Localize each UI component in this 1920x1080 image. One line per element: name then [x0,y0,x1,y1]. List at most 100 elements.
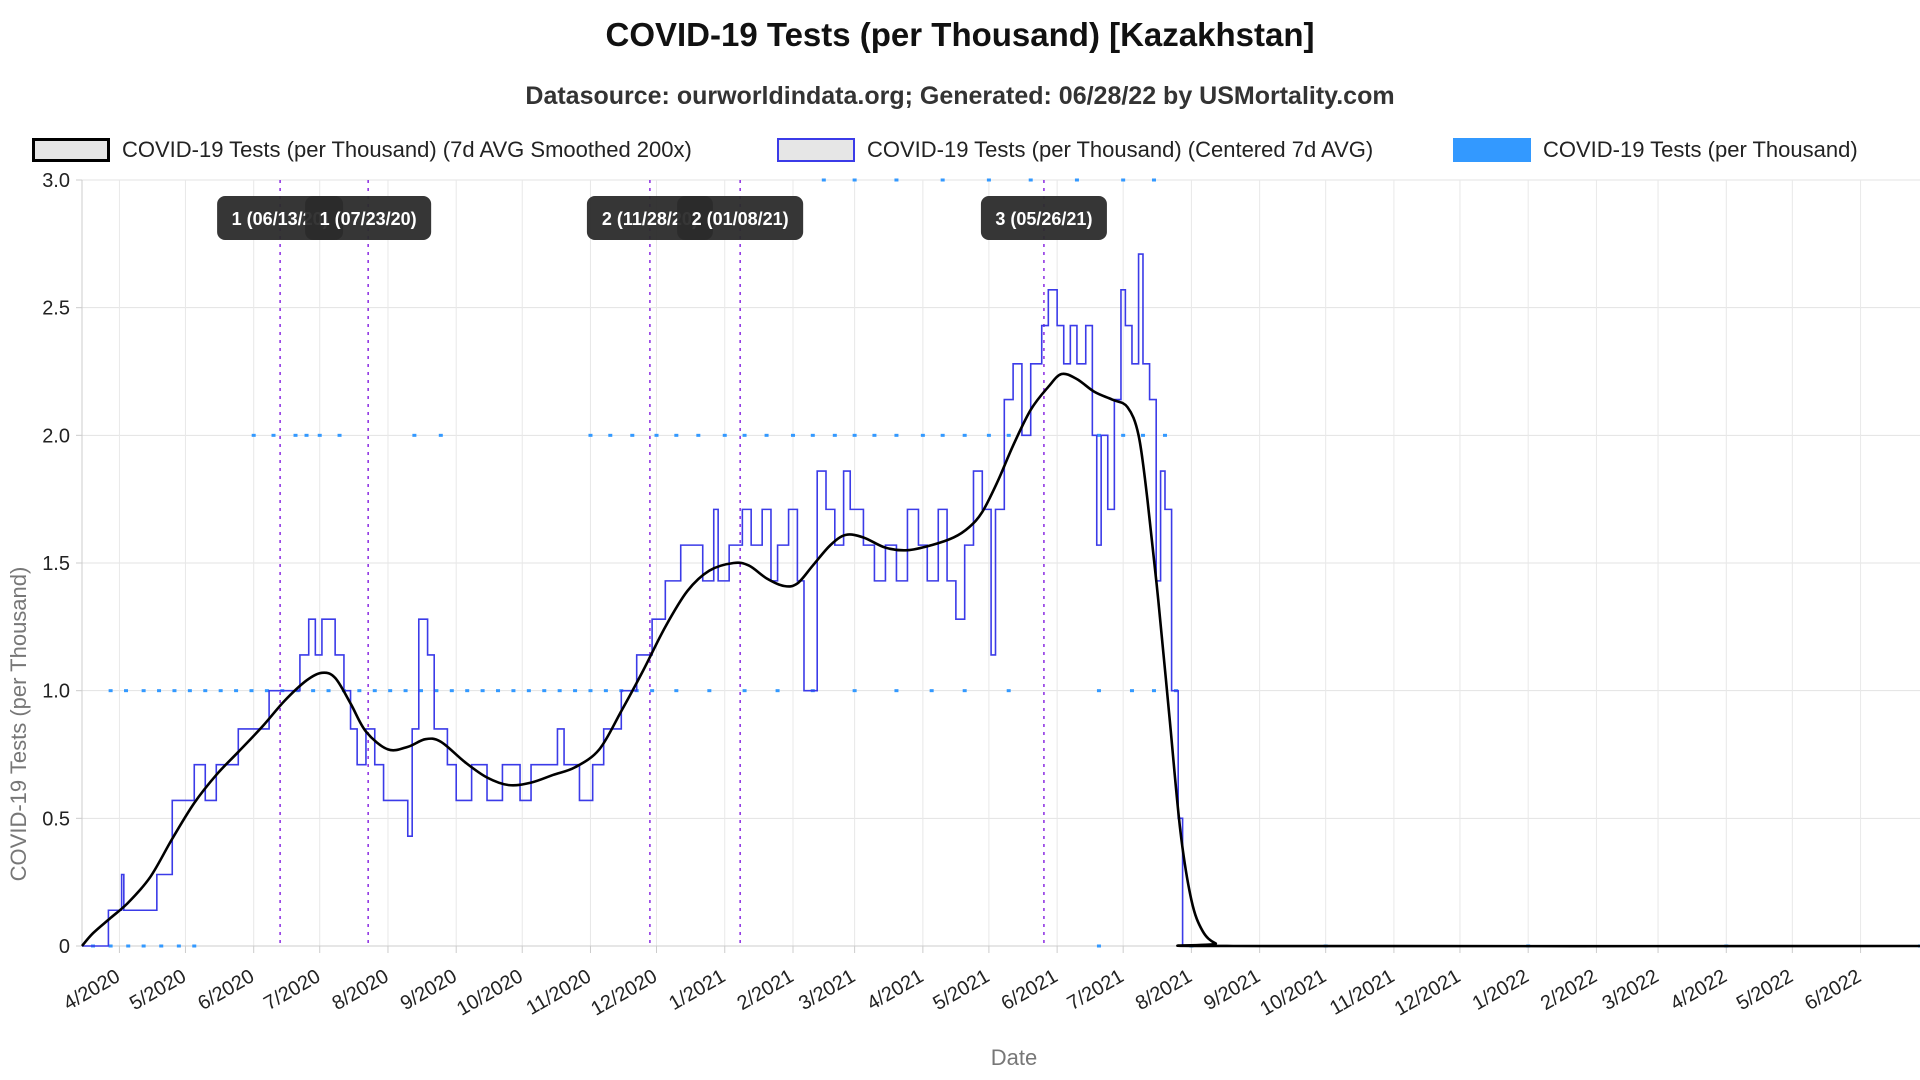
raw-data-point [894,178,899,182]
raw-data-point [388,689,393,693]
legend-item-raw[interactable]: COVID-19 Tests (per Thousand) [1453,132,1858,168]
chart-legend: COVID-19 Tests (per Thousand) (7d AVG Sm… [32,132,1912,168]
raw-data-point [894,433,899,437]
raw-data-point [311,689,316,693]
gridlines [82,179,1920,947]
legend-swatch-centered [777,138,855,162]
series-centered-line [82,253,1920,947]
x-tick-label: 7/2021 [1064,965,1128,1015]
raw-data-point [357,689,362,693]
raw-data-point [218,689,223,693]
y-tick-label: 0 [59,936,70,958]
raw-data-point [920,433,925,437]
annotation-label: 3 (05/26/21) [995,209,1092,229]
x-tick-label: 10/2020 [453,965,527,1020]
y-tick-label: 3.0 [42,170,70,192]
raw-data-point [141,689,146,693]
legend-label-centered: COVID-19 Tests (per Thousand) (Centered … [867,137,1374,162]
raw-data-point [1140,433,1145,437]
raw-data-point [176,944,181,948]
legend-item-centered[interactable]: COVID-19 Tests (per Thousand) (Centered … [777,132,1373,168]
raw-data-point [141,944,146,948]
annotation-label: 2 (11/28/20) [602,209,698,229]
y-tick-label: 2.0 [42,425,70,447]
x-tick-label: 4/2022 [1667,965,1731,1015]
raw-data-point [986,178,991,182]
raw-data-point [526,689,531,693]
raw-data-point [434,689,439,693]
legend-item-smoothed[interactable]: COVID-19 Tests (per Thousand) (7d AVG Sm… [32,132,692,168]
y-tick-label: 1.0 [42,681,70,703]
raw-data-point [264,689,269,693]
x-axis-label: Date [991,1045,1037,1070]
raw-data-point [986,433,991,437]
annotation-box [305,196,432,240]
raw-data-point [696,433,701,437]
raw-data-point [403,689,408,693]
legend-label-smoothed: COVID-19 Tests (per Thousand) (7d AVG Sm… [122,137,692,162]
raw-data-point [810,433,815,437]
x-tick-label: 6/2021 [998,965,1062,1015]
raw-data-point [1096,433,1101,437]
x-tick-label: 10/2021 [1257,965,1331,1020]
raw-data-point [496,689,501,693]
raw-data-point [1151,689,1156,693]
annotation-box [677,196,804,240]
raw-data-point [588,689,593,693]
raw-data-point [742,433,747,437]
legend-swatch-raw [1453,138,1531,162]
x-tick-label: 1/2021 [665,965,729,1015]
raw-data-point [852,689,857,693]
series-smoothed-line [81,372,1920,948]
raw-data-point [304,433,309,437]
raw-data-point [159,944,164,948]
x-axis: 4/2020 5/2020 6/2020 7/2020 8/2020 9/202010/2… [60,945,1920,1020]
x-tick-label: 7/2020 [260,965,324,1015]
y-tick-label: 2.5 [42,298,70,320]
raw-data-point [557,689,562,693]
raw-data-point [1121,433,1126,437]
raw-data-point [674,689,679,693]
raw-data-point [1151,178,1156,182]
y-tick-label: 0.5 [42,808,70,830]
x-tick-label: 3/2021 [795,965,859,1015]
x-tick-label: 6/2022 [1801,965,1865,1015]
chart-title: COVID-19 Tests (per Thousand) [Kazakhsta… [605,16,1315,53]
annotation-box [980,196,1107,240]
x-tick-label: 2/2022 [1537,965,1601,1015]
raw-data-point [126,944,131,948]
raw-data-point [187,689,192,693]
raw-data-point [1074,178,1079,182]
raw-data-point [962,433,967,437]
raw-data-point [1162,433,1167,437]
raw-data-point [438,433,443,437]
raw-data-point [929,689,934,693]
raw-data-point [764,433,769,437]
raw-data-point [872,433,877,437]
x-tick-label: 8/2021 [1132,965,1196,1015]
legend-swatch-smoothed [32,138,110,162]
raw-data-point [449,689,454,693]
raw-data-point [707,689,712,693]
x-tick-label: 3/2022 [1599,965,1663,1015]
raw-data-point [588,433,593,437]
x-tick-label: 9/2021 [1200,965,1264,1015]
raw-data-point [293,433,298,437]
raw-data-point [573,689,578,693]
x-tick-label: 9/2020 [397,965,461,1015]
raw-data-point [940,433,945,437]
raw-data-point [157,689,162,693]
raw-data-point [511,689,516,693]
raw-data-point [465,689,470,693]
chart-subtitle: Datasource: ourworldindata.org; Generate… [525,82,1395,110]
raw-data-point [1006,689,1011,693]
raw-data-point [742,689,747,693]
raw-data-point [234,689,239,693]
raw-data-point [608,433,613,437]
raw-data-point [940,178,945,182]
x-tick-label: 4/2020 [60,965,124,1015]
raw-data-point [337,433,342,437]
x-tick-label: 12/2020 [587,965,661,1020]
raw-data-point [821,178,826,182]
raw-data-point [1129,689,1134,693]
